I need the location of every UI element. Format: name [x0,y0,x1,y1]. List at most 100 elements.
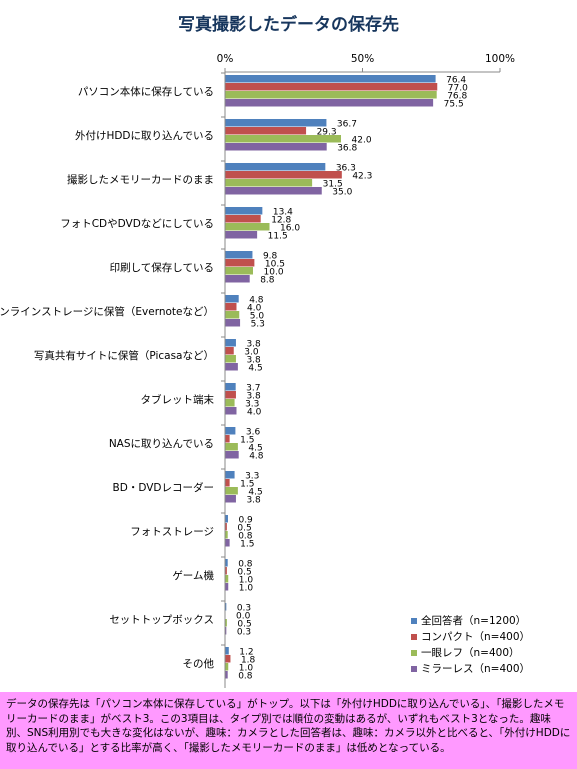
category-label: ゲーム機 [172,569,214,582]
data-label: 3.3 [245,400,259,410]
category-label: その他 [183,657,215,670]
data-label: 1.0 [239,584,254,594]
data-label: 0.9 [238,516,253,526]
bar [225,627,227,635]
x-tick-label: 50% [351,53,374,65]
category-label: 印刷して保存している [110,261,214,274]
legend-item: 一眼レフ（n=400） [411,645,546,661]
bar [225,575,229,583]
bar [225,187,322,195]
bar [225,407,237,415]
data-label: 36.8 [337,144,357,154]
category-label: パソコン本体に保存している [78,85,214,98]
bar [225,435,230,443]
category-label: オンラインストレージに保管（Evernoteなど） [0,305,214,318]
bar [225,363,238,371]
data-label: 4.5 [248,444,262,454]
data-label: 29.3 [317,128,337,138]
data-label: 76.4 [446,76,466,86]
legend-label: ミラーレス（n=400） [421,663,530,675]
data-label: 5.3 [251,320,265,330]
bar [225,655,231,663]
bar [225,319,241,327]
category-label: 外付けHDDに取り込んでいる [75,129,214,142]
bar [225,399,235,407]
data-label: 4.0 [247,304,262,314]
legend-label: コンパクト（n=400） [421,631,530,643]
data-label: 4.0 [247,408,262,418]
data-label: 1.8 [241,656,256,666]
data-label: 1.5 [240,480,254,490]
bar [225,99,434,107]
data-label: 3.8 [246,392,261,402]
data-label: 10.5 [265,260,285,270]
bar [225,559,228,567]
data-label: 3.7 [246,384,260,394]
legend-swatch [411,650,417,656]
data-label: 1.5 [240,436,254,446]
data-label: 3.8 [246,356,261,366]
data-label: 42.0 [352,136,372,146]
category-label: フォトCDやDVDなどにしている [60,218,214,230]
data-label: 4.5 [248,364,262,374]
data-label: 1.5 [240,540,254,550]
data-label: 3.0 [244,348,259,358]
data-label: 4.8 [249,452,264,462]
legend-item: 全回答者（n=1200） [411,613,546,629]
bar [225,163,326,171]
data-label: 1.0 [239,664,254,674]
bar [225,135,341,143]
bar [225,479,230,487]
data-label: 3.6 [246,428,261,438]
data-label: 13.4 [273,208,293,218]
chart-title: 写真撮影したデータの保存先 [178,15,399,35]
data-label: 0.5 [237,620,251,630]
bar [225,451,239,459]
data-label: 0.5 [237,524,251,534]
bar [225,303,237,311]
data-label: 0.5 [237,568,251,578]
bar [225,531,228,539]
data-label: 3.8 [246,496,261,506]
bar [225,171,342,179]
bar [225,663,229,671]
data-label: 0.8 [238,672,253,682]
bar [225,311,240,319]
bar [225,339,236,347]
category-label: 写真共有サイトに保管（Picasaなど） [34,349,214,362]
data-label: 76.8 [447,92,467,102]
data-label: 0.3 [237,604,251,614]
data-label: 8.8 [260,276,275,286]
bar [225,207,263,215]
bar [225,127,307,135]
bar [225,119,327,127]
data-label: 77.0 [448,84,468,94]
x-tick-label: 100% [485,53,515,65]
bar [225,671,228,679]
data-label: 0.8 [238,560,253,570]
legend-swatch [411,666,417,672]
x-tick-label: 0% [217,53,234,65]
legend-label: 全回答者（n=1200） [421,615,527,627]
bar [225,647,229,655]
bar [225,355,236,363]
category-label: 撮影したメモリーカードのまま [67,173,214,186]
data-label: 1.2 [239,648,253,658]
chart-legend: 全回答者（n=1200） コンパクト（n=400） 一眼レフ（n=400） ミラーレス… [411,613,546,677]
bar [225,583,229,591]
bar [225,495,236,503]
bar [225,143,327,151]
category-label: NASに取り込んでいる [109,438,214,450]
data-label: 31.5 [323,180,343,190]
data-label: 11.5 [268,232,288,242]
bar [225,231,258,239]
data-label: 42.3 [352,172,372,182]
data-label: 0.8 [238,532,253,542]
bar [225,259,255,267]
data-label: 35.0 [332,188,352,198]
bar [225,619,227,627]
legend-swatch [411,618,417,624]
bar [225,427,236,435]
bar [225,515,228,523]
data-label: 3.8 [246,340,261,350]
